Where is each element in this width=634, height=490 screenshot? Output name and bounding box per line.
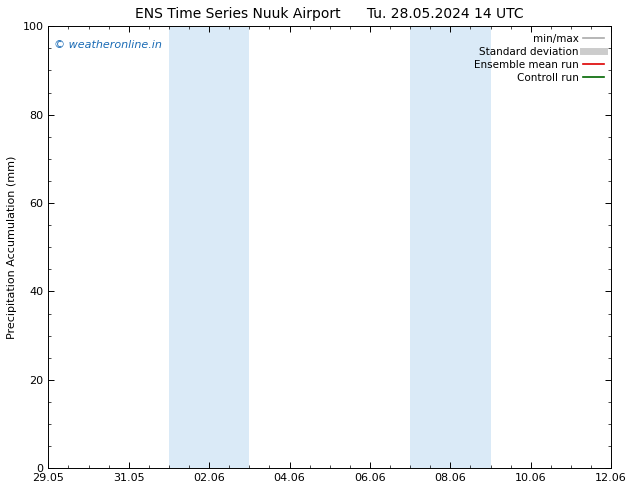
Text: © weatheronline.in: © weatheronline.in bbox=[54, 40, 162, 49]
Bar bbox=[169, 26, 249, 468]
Title: ENS Time Series Nuuk Airport      Tu. 28.05.2024 14 UTC: ENS Time Series Nuuk Airport Tu. 28.05.2… bbox=[136, 7, 524, 21]
Bar bbox=[410, 26, 491, 468]
Legend: min/max, Standard deviation, Ensemble mean run, Controll run: min/max, Standard deviation, Ensemble me… bbox=[470, 29, 608, 87]
Y-axis label: Precipitation Accumulation (mm): Precipitation Accumulation (mm) bbox=[7, 155, 17, 339]
